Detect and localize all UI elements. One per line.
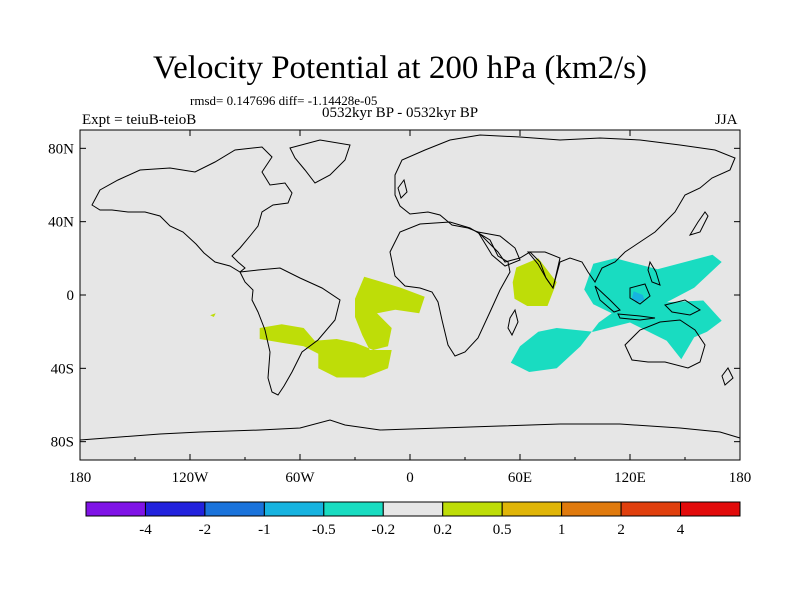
greenland-coastline	[289, 139, 351, 184]
colorbar-label: 2	[617, 522, 625, 538]
antarctica-coastline	[79, 419, 741, 441]
contour-region-arabian-sea-positive	[512, 258, 557, 306]
colorbar-label: 0.5	[493, 522, 512, 538]
colorbar: -4 -2 -1 -0.5 -0.2 0.2 0.5 1 2 4	[85, 501, 741, 538]
colorbar-label: -2	[199, 522, 212, 538]
java-coastline	[617, 313, 656, 321]
philippines-coastline	[647, 260, 661, 286]
madagascar-coastline	[507, 308, 519, 337]
colorbar-label: 1	[558, 522, 566, 538]
season-label: JJA	[715, 112, 738, 128]
australia-coastline	[624, 319, 706, 369]
lat-tick-label: 40N	[48, 215, 74, 231]
colorbar-swatch	[85, 501, 146, 517]
colorbar-label: 0.2	[433, 522, 452, 538]
colorbar-swatch	[323, 501, 384, 517]
colorbar-swatch	[382, 501, 444, 517]
experiment-label: Expt = teiuB-teioB	[82, 112, 197, 128]
colorbar-swatch	[144, 501, 206, 517]
british-isles-coastline	[397, 178, 408, 199]
lat-tick-label: 80N	[48, 141, 74, 157]
colorbar-label: -0.2	[371, 522, 395, 538]
contour-region-east-pacific-positive	[210, 313, 216, 317]
africa-coastline	[389, 221, 511, 357]
lon-tick-label: 180	[729, 470, 752, 486]
colorbar-swatch	[263, 501, 325, 517]
lon-tick-label: 60E	[508, 470, 532, 486]
contour-region-maritime-continent-negative	[510, 254, 722, 372]
period-label: 0532kyr BP - 0532kyr BP	[321, 105, 479, 121]
colorbar-swatch	[561, 501, 622, 517]
colorbar-label: 4	[677, 522, 685, 538]
map-title: Velocity Potential at 200 hPa (km2/s)	[152, 50, 648, 86]
borneo-coastline	[629, 283, 651, 305]
new-zealand-coastline	[721, 367, 734, 386]
colorbar-swatch	[442, 501, 503, 517]
lon-tick-label: 60W	[285, 470, 315, 486]
lat-tick-label: 0	[67, 288, 75, 304]
lat-tick-label: 80S	[51, 435, 74, 451]
arabia-coastline	[476, 231, 521, 267]
india-coastline	[526, 251, 561, 290]
contour-regions	[210, 254, 722, 378]
rmsd-diff-stats: rmsd= 0.147696 diff= -1.14428e-05	[190, 93, 378, 108]
colorbar-label: -4	[139, 522, 152, 538]
north-america-coastline	[91, 146, 293, 273]
new-guinea-coastline	[664, 299, 701, 316]
lon-tick-label: 120E	[614, 470, 646, 486]
colorbar-swatch	[501, 501, 563, 517]
sumatra-coastline	[594, 285, 621, 313]
map-axes: 180 120W 60W 0 60E 120E 180 80N 40N 0 40S 80S	[48, 130, 751, 486]
colorbar-label: -0.5	[312, 522, 336, 538]
colorbar-swatch	[680, 501, 741, 517]
contour-region-indonesia-core-negative	[631, 291, 645, 303]
colorbar-label: -1	[258, 522, 271, 538]
lon-tick-label: 180	[69, 470, 92, 486]
lat-tick-label: 40S	[51, 361, 74, 377]
contour-region-tropical-atlantic-positive	[259, 276, 425, 378]
lon-tick-label: 120W	[172, 470, 210, 486]
coastlines	[79, 134, 741, 441]
south-america-coastline	[239, 267, 341, 396]
japan-coastline	[688, 211, 709, 236]
colorbar-swatch	[620, 501, 682, 517]
colorbar-swatch	[204, 501, 265, 517]
lon-tick-label: 0	[406, 470, 414, 486]
